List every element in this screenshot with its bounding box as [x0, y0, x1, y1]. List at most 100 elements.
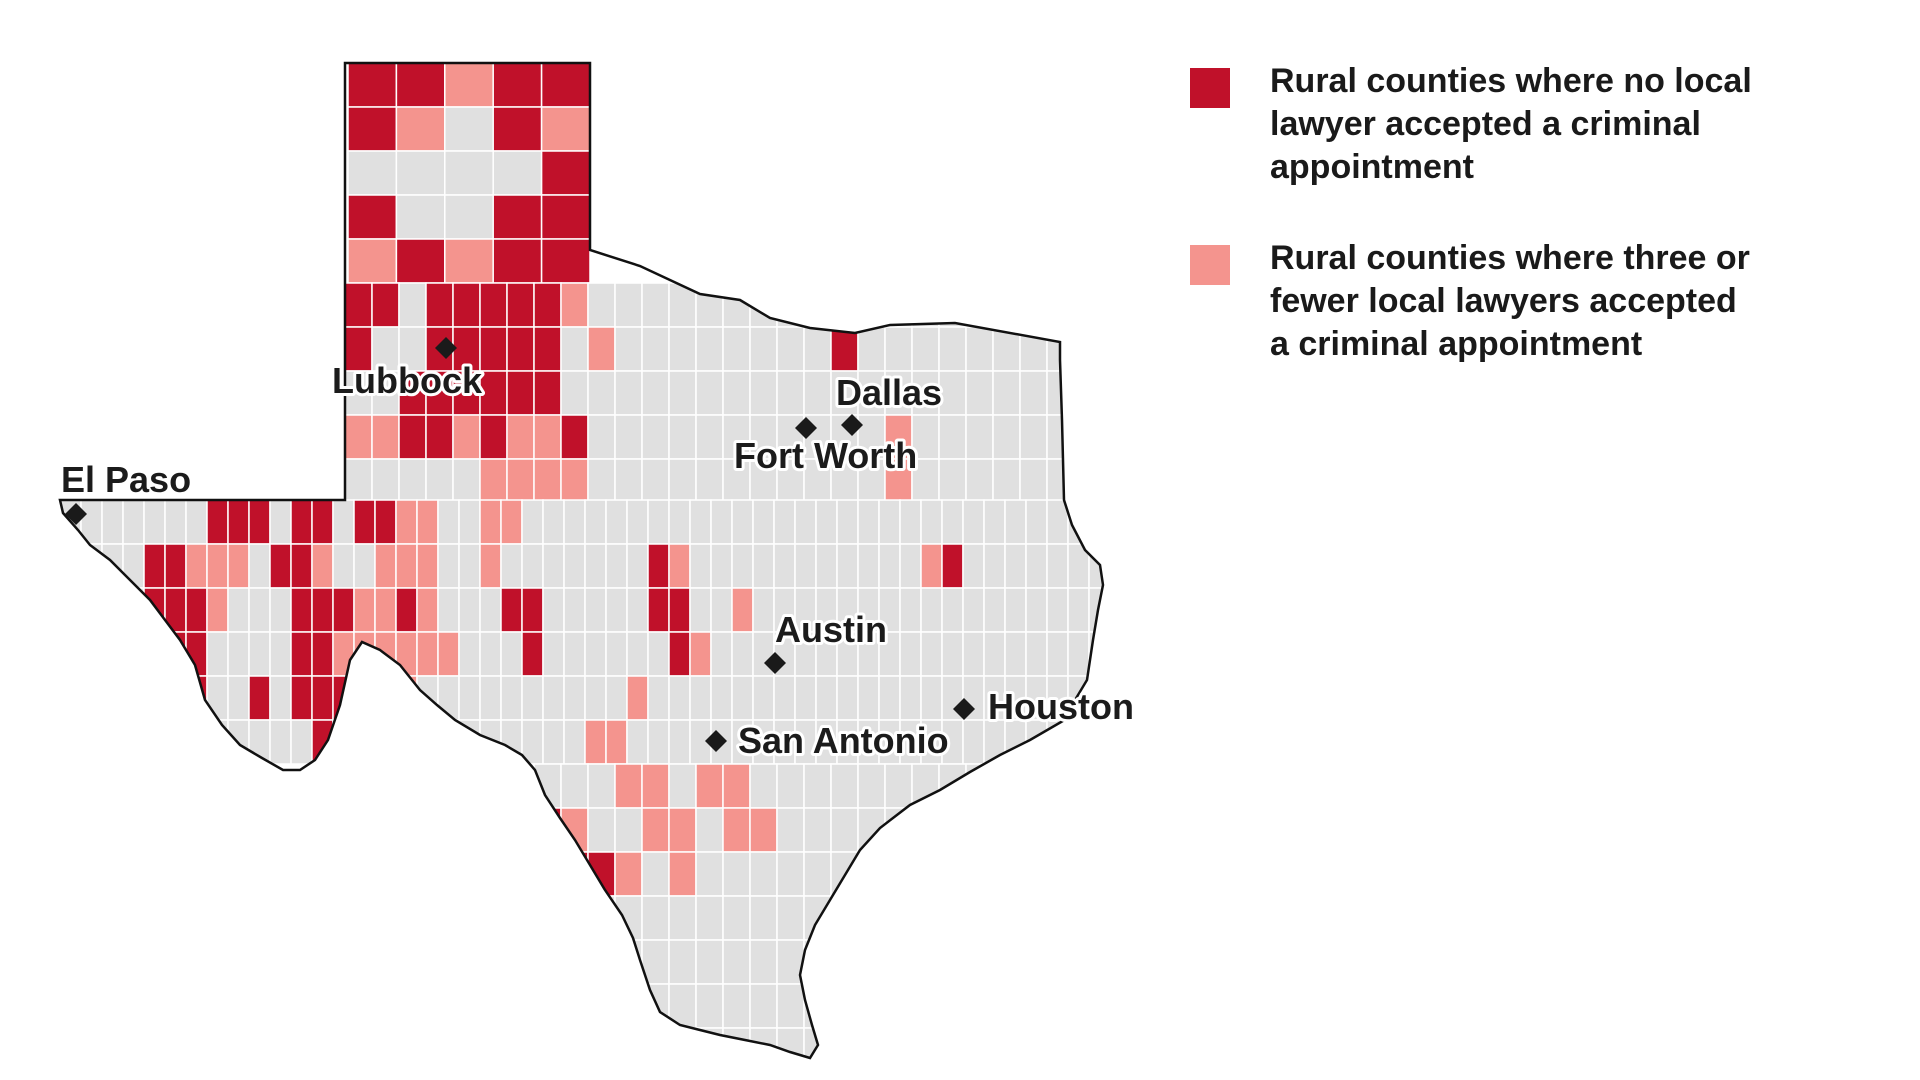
county-other-r8-27 — [626, 631, 649, 677]
legend-item-no-lawyer: Rural counties where no local lawyer acc… — [1190, 60, 1890, 189]
county-other-r6-47 — [1046, 543, 1069, 589]
county-none-r10-12 — [311, 719, 334, 765]
county-other-r1-10 — [614, 326, 643, 372]
county-other-r2-8 — [560, 370, 589, 416]
county-other-r15-21 — [911, 939, 940, 985]
county-other-r14-5 — [479, 895, 508, 941]
county-other-r3-22 — [938, 414, 967, 460]
county-other-r17-21 — [911, 1027, 940, 1058]
county-other-r1-15 — [749, 326, 778, 372]
county-other-r8-1 — [80, 631, 103, 677]
county-other-r3-23 — [965, 414, 994, 460]
county-other-r14-17 — [803, 895, 832, 941]
city-marker-houston — [953, 698, 975, 720]
county-other-r16-23 — [965, 983, 994, 1029]
county-few-r8-13 — [332, 631, 355, 677]
county-few-r5-17 — [416, 499, 439, 545]
county-other-r4-18 — [830, 458, 859, 504]
county-other-r8-25 — [584, 631, 607, 677]
county-none-r0-7 — [533, 282, 562, 328]
county-none-r3-3 — [425, 414, 454, 460]
county-none-r9-11 — [290, 675, 313, 721]
county-none-r1-6 — [506, 326, 535, 372]
county-other-r7-41 — [920, 587, 943, 633]
county-few-r11-13 — [695, 763, 724, 809]
county-few-ph4-2 — [444, 238, 494, 284]
county-other-r5-25 — [584, 499, 607, 545]
county-few-r12-11 — [641, 807, 670, 853]
county-other-r12-26 — [1046, 807, 1075, 853]
county-few-r16-7 — [533, 983, 562, 1029]
county-other-r1-21 — [911, 326, 940, 372]
county-none-r5-9 — [248, 499, 271, 545]
county-none-r2-6 — [506, 370, 535, 416]
county-other-ph1-2 — [444, 106, 494, 152]
county-other-r15-5 — [479, 939, 508, 985]
county-other-r5-6 — [185, 499, 208, 545]
city-label-austin: Austin — [775, 609, 887, 650]
county-none-r1-4 — [452, 326, 481, 372]
county-other-r7-31 — [710, 587, 733, 633]
county-other-r16-10 — [614, 983, 643, 1029]
county-other-r10-0 — [60, 719, 82, 765]
county-other-r7-27 — [626, 587, 649, 633]
county-other-r16-25 — [1019, 983, 1048, 1029]
county-few-r6-29 — [668, 543, 691, 589]
county-other-r14-22 — [938, 895, 967, 941]
county-none-r5-11 — [290, 499, 313, 545]
county-other-r7-1 — [80, 587, 103, 633]
county-other-r17-1 — [371, 1027, 400, 1058]
county-other-r7-48 — [1067, 587, 1090, 633]
county-other-r0-10 — [614, 282, 643, 328]
county-other-r6-37 — [836, 543, 859, 589]
county-other-r14-7 — [533, 895, 562, 941]
county-other-r7-10 — [269, 587, 292, 633]
county-other-r7-47 — [1046, 587, 1069, 633]
county-none-r12-6 — [506, 807, 535, 853]
county-few-r3-4 — [452, 414, 481, 460]
county-few-r6-15 — [374, 543, 397, 589]
city-label-dallas: Dallas — [836, 372, 942, 413]
county-other-r11-8 — [560, 763, 589, 809]
county-other-r4-15 — [749, 458, 778, 504]
county-none-ph1-0 — [347, 106, 398, 152]
county-other-r9-32 — [731, 675, 754, 721]
county-few-r6-20 — [479, 543, 502, 589]
county-other-r2-25 — [1019, 370, 1048, 416]
county-other-r13-5 — [479, 851, 508, 897]
county-few-r10-25 — [584, 719, 607, 765]
county-none-r7-22 — [521, 587, 544, 633]
county-other-r7-24 — [563, 587, 586, 633]
county-other-r12-19 — [857, 807, 886, 853]
county-none-r8-12 — [311, 631, 334, 677]
county-other-ph3-1 — [395, 194, 446, 240]
legend-swatch-few-lawyers — [1190, 245, 1230, 285]
county-other-r9-26 — [605, 675, 628, 721]
county-other-r6-3 — [122, 543, 145, 589]
county-other-r13-4 — [452, 851, 481, 897]
county-other-r0-23 — [965, 282, 994, 328]
county-other-r0-17 — [803, 282, 832, 328]
county-other-r9-29 — [668, 675, 691, 721]
county-other-r7-25 — [584, 587, 607, 633]
county-other-r8-45 — [1004, 631, 1027, 677]
county-other-r15-14 — [722, 939, 751, 985]
county-other-r17-24 — [992, 1027, 1021, 1058]
county-other-r7-43 — [962, 587, 985, 633]
county-other-r2-9 — [587, 370, 616, 416]
county-other-r17-17 — [803, 1027, 832, 1058]
county-other-r6-24 — [563, 543, 586, 589]
county-other-r9-19 — [458, 675, 481, 721]
county-other-r6-2 — [101, 543, 124, 589]
county-none-r7-29 — [668, 587, 691, 633]
county-other-r1-23 — [965, 326, 994, 372]
county-few-r10-26 — [605, 719, 628, 765]
county-other-r6-21 — [500, 543, 523, 589]
legend-item-few-lawyers: Rural counties where three or fewer loca… — [1190, 237, 1890, 366]
county-other-r16-9 — [587, 983, 616, 1029]
county-other-r15-17 — [803, 939, 832, 985]
county-other-r5-13 — [332, 499, 355, 545]
county-other-r9-35 — [794, 675, 817, 721]
county-none-ph0-3 — [492, 63, 543, 108]
